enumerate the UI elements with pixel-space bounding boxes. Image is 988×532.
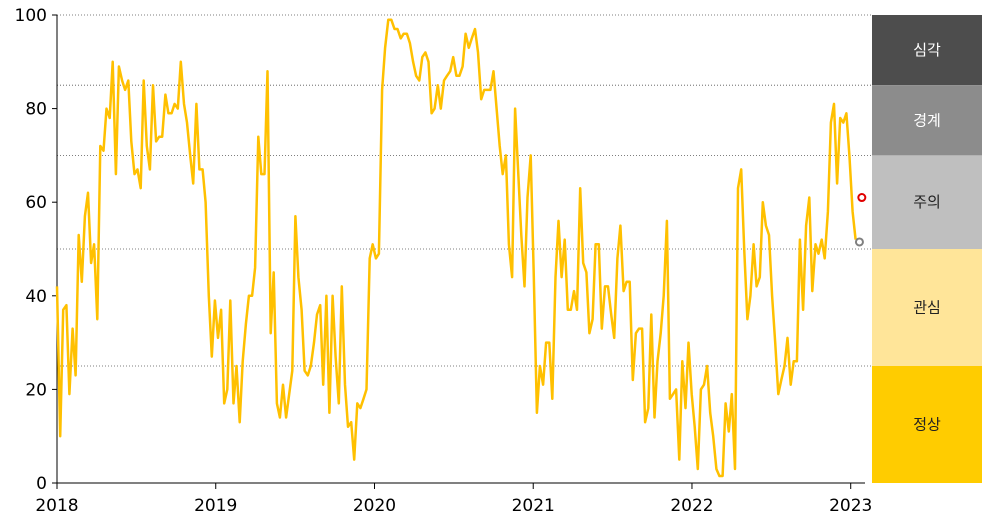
end-marker xyxy=(857,193,867,203)
band-label: 주의 xyxy=(913,193,941,211)
band xyxy=(872,155,982,249)
end-marker xyxy=(854,237,864,247)
x-tick-label: 2021 xyxy=(512,496,555,516)
band xyxy=(872,15,982,86)
band xyxy=(872,249,982,366)
y-tick-label: 60 xyxy=(25,193,47,213)
x-tick-label: 2023 xyxy=(829,496,872,516)
y-tick-label: 40 xyxy=(25,287,47,307)
x-tick-label: 2020 xyxy=(353,496,396,516)
y-tick-label: 0 xyxy=(36,474,47,494)
band-label: 경계 xyxy=(913,111,941,129)
band-label: 정상 xyxy=(913,416,941,434)
band-label: 관심 xyxy=(913,299,941,317)
x-tick-label: 2022 xyxy=(670,496,713,516)
x-tick-label: 2019 xyxy=(194,496,237,516)
band-label: 심각 xyxy=(913,41,941,59)
y-tick-label: 20 xyxy=(25,380,47,400)
y-tick-label: 100 xyxy=(15,6,47,26)
line xyxy=(55,18,857,478)
x-tick-label: 2018 xyxy=(35,496,78,516)
band xyxy=(872,366,982,483)
band xyxy=(872,85,982,156)
y-tick-label: 80 xyxy=(25,100,47,120)
